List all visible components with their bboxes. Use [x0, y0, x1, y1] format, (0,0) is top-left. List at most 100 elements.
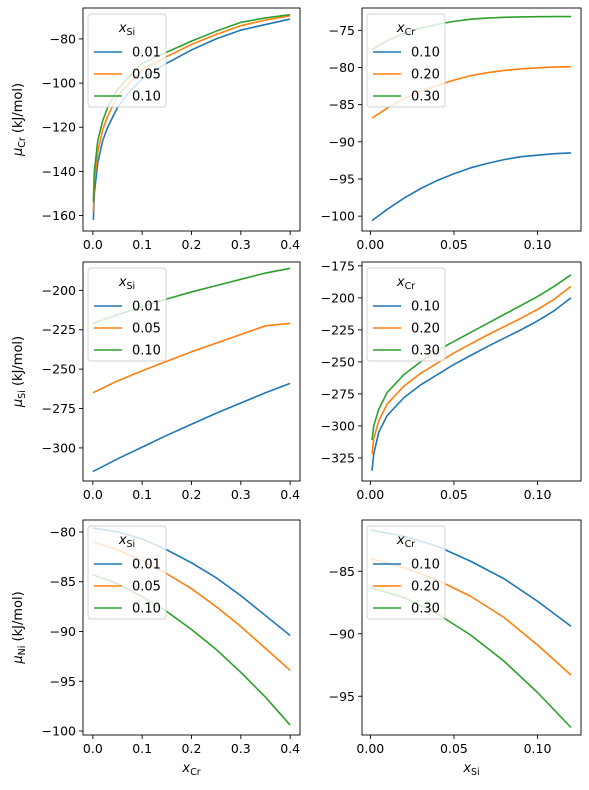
y-tick-label: −95 — [329, 171, 355, 186]
x-tick-label: 0.10 — [524, 487, 552, 502]
legend-label: 0.30 — [411, 90, 440, 105]
symbol: x — [118, 275, 127, 290]
x-tick-label: 0.4 — [280, 487, 300, 502]
y-tick-label: −100 — [42, 76, 76, 91]
y-tick-label: −175 — [321, 258, 355, 273]
y-tick-label: −90 — [50, 624, 76, 639]
x-tick-label: 0.05 — [440, 487, 468, 502]
legend-title: xCr — [396, 275, 415, 292]
x-tick-label: 0.1 — [132, 487, 152, 502]
y-tick-label: −85 — [329, 564, 355, 579]
legend-label: 0.01 — [132, 46, 161, 61]
legend-label: 0.10 — [132, 90, 161, 105]
y-tick-label: −325 — [321, 450, 355, 465]
chart-panel-top-left: 0.0 0.1 0.2 0.3 0.4 −160 −140 −120 −100 −80 μCr (k… — [11, 7, 301, 252]
axes-frame — [361, 261, 582, 482]
subscript: Ni — [17, 646, 28, 656]
y-tick-label: −90 — [329, 626, 355, 641]
legend-title: xSi — [118, 21, 135, 38]
symbol: x — [181, 761, 190, 776]
y-tick-label: −275 — [321, 386, 355, 401]
legend-title: xCr — [396, 21, 415, 38]
legend-label: 0.20 — [411, 68, 440, 83]
chart-panel-bottom-left: 0.0 0.1 0.2 0.3 0.4 −100 −95 −90 −85 −80 μNi (kJ/m… — [11, 519, 301, 778]
x-axis-label: xCr — [181, 761, 200, 778]
y-tick-label: −300 — [321, 418, 355, 433]
unit: (kJ/mol) — [11, 336, 26, 390]
x-tick-label: 0.0 — [83, 237, 103, 252]
x-tick-label: 0.3 — [231, 237, 251, 252]
x-tick-label: 0.00 — [356, 487, 384, 502]
series-line-0.01 — [92, 382, 291, 473]
x-tick-label: 0.00 — [356, 741, 384, 756]
series-line-0.10 — [371, 152, 572, 222]
legend-title: xCr — [396, 533, 415, 550]
unit: (kJ/mol) — [11, 591, 26, 645]
subscript: Cr — [190, 767, 201, 778]
unit: (kJ/mol) — [11, 83, 26, 137]
legend-label: 0.20 — [411, 580, 440, 595]
symbol: x — [462, 761, 471, 776]
x-tick-label: 0.0 — [83, 741, 103, 756]
chart-panel-top-right: 0.00 0.05 0.10 −100 −95 −90 −85 −80 −75 xCr 0.10 0.… — [321, 7, 582, 252]
x-tick-label: 0.1 — [132, 741, 152, 756]
x-tick-label: 0.2 — [182, 487, 202, 502]
y-tick-label: −160 — [42, 208, 76, 223]
y-tick-label: −90 — [329, 134, 355, 149]
legend-label: 0.05 — [132, 322, 161, 337]
subscript: Si — [471, 767, 480, 778]
legend-label: 0.10 — [411, 300, 440, 315]
subscript: Si — [127, 27, 136, 38]
axes-frame — [361, 7, 582, 232]
legend-box — [87, 13, 167, 108]
chart-panel-middle-right: 0.00 0.05 0.10 −325 −300 −275 −250 −225 −200 −175… — [321, 258, 582, 502]
y-tick-label: −250 — [42, 362, 76, 377]
legend-label: 0.30 — [411, 602, 440, 617]
y-tick-label: −80 — [50, 31, 76, 46]
subscript: Cr — [405, 539, 416, 550]
subscript: Si — [17, 390, 28, 399]
subscript: Si — [127, 281, 136, 292]
x-tick-label: 0.1 — [132, 237, 152, 252]
x-tick-label: 0.3 — [231, 741, 251, 756]
symbol: μ — [11, 148, 26, 157]
symbol: x — [118, 21, 127, 36]
x-tick-label: 0.4 — [280, 741, 300, 756]
y-tick-label: −225 — [42, 322, 76, 337]
subscript: Si — [127, 539, 136, 550]
legend-label: 0.05 — [132, 580, 161, 595]
y-tick-label: −75 — [329, 23, 355, 38]
y-tick-label: −300 — [42, 440, 76, 455]
legend-label: 0.01 — [132, 558, 161, 573]
y-tick-label: −200 — [42, 283, 76, 298]
legend-label: 0.10 — [411, 46, 440, 61]
x-tick-label: 0.2 — [182, 237, 202, 252]
legend-box — [87, 525, 167, 620]
symbol: x — [118, 533, 127, 548]
legend-title: xSi — [118, 533, 135, 550]
series-line-0.05 — [92, 322, 291, 394]
series-line-0.10 — [371, 297, 572, 471]
y-axis-label: μSi (kJ/mol) — [11, 336, 28, 408]
y-tick-label: −85 — [50, 574, 76, 589]
x-tick-label: 0.3 — [231, 487, 251, 502]
symbol: μ — [11, 399, 26, 408]
series-line-0.20 — [371, 285, 572, 455]
legend-label: 0.20 — [411, 322, 440, 337]
y-tick-label: −100 — [42, 724, 76, 739]
y-tick-label: −80 — [329, 60, 355, 75]
series-line-0.30 — [371, 274, 572, 441]
x-tick-label: 0.05 — [440, 237, 468, 252]
legend-label: 0.10 — [132, 602, 161, 617]
legend-box — [366, 267, 446, 362]
y-tick-label: −80 — [50, 524, 76, 539]
x-tick-label: 0.2 — [182, 741, 202, 756]
y-tick-label: −140 — [42, 164, 76, 179]
x-tick-label: 0.0 — [83, 487, 103, 502]
symbol: x — [396, 21, 405, 36]
x-tick-label: 0.10 — [524, 237, 552, 252]
legend-box — [366, 525, 446, 620]
symbol: μ — [11, 655, 26, 664]
